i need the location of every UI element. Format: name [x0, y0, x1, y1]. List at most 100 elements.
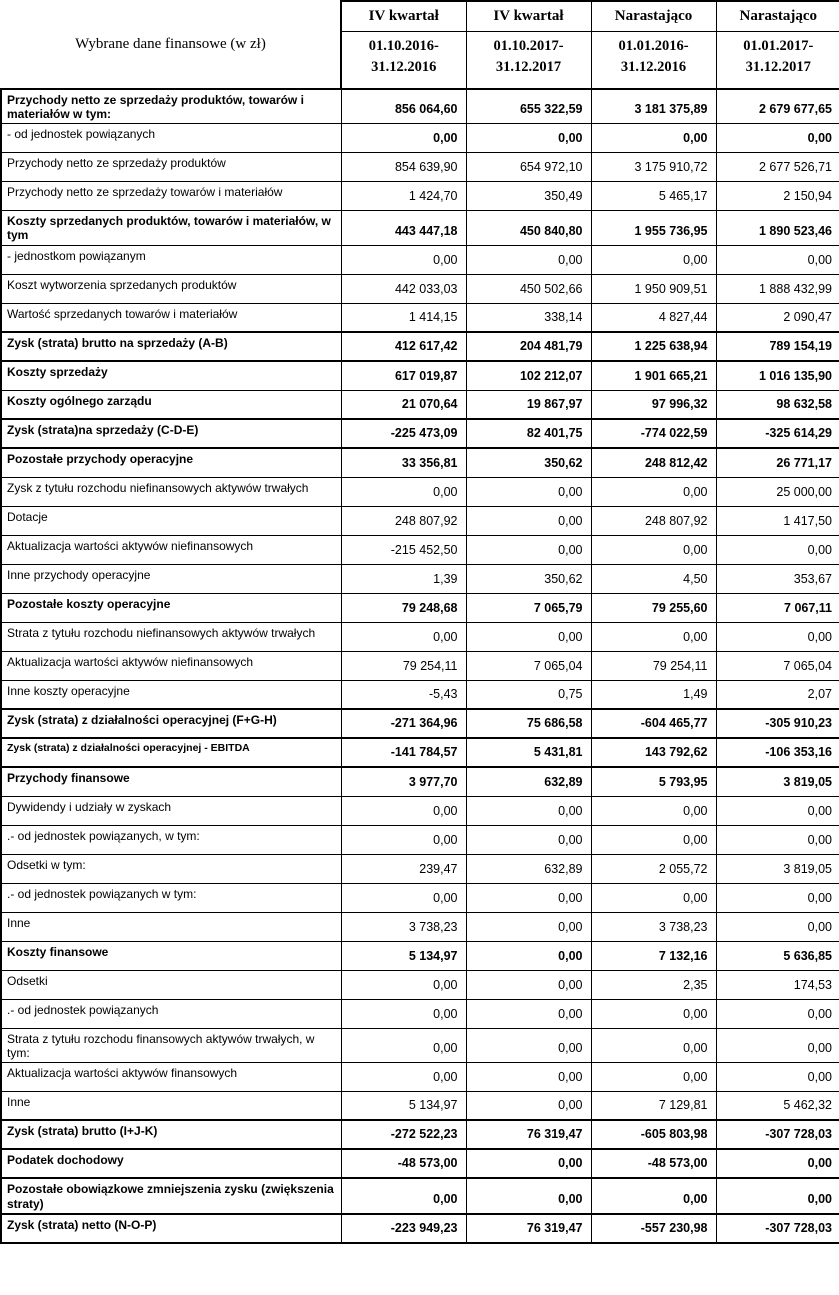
table-row: Aktualizacja wartości aktywów niefinanso…	[0, 650, 839, 681]
cell-value: 0,00	[340, 969, 467, 1000]
cell-value: 5 134,97	[340, 1090, 467, 1121]
cell-value: 4 827,44	[590, 302, 717, 333]
cell-value: 0,00	[340, 476, 467, 507]
table-row: Przychody netto ze sprzedaży towarów i m…	[0, 181, 839, 212]
row-label: Inne	[0, 911, 342, 942]
cell-value: 0,00	[340, 1027, 467, 1063]
cell-value: 0,00	[590, 1027, 717, 1063]
range-line-2: 31.12.2016	[371, 58, 437, 75]
table-row: .- od jednostek powiązanych w tym: 0,00 …	[0, 882, 839, 913]
table-row: Koszt wytworzenia sprzedanych produktów …	[0, 273, 839, 304]
cell-value: 5 134,97	[340, 940, 467, 971]
cell-value: 174,53	[715, 969, 839, 1000]
table-row: Odsetki 0,00 0,00 2,35 174,53	[0, 969, 839, 1000]
table-row: Zysk (strata) z działalności operacyjnej…	[0, 737, 839, 768]
cell-value: 2 090,47	[715, 302, 839, 333]
cell-value: 0,00	[465, 476, 592, 507]
cell-value: 617 019,87	[340, 360, 467, 391]
cell-value: -307 728,03	[715, 1212, 839, 1244]
table-row: .- od jednostek powiązanych 0,00 0,00 0,…	[0, 998, 839, 1029]
cell-value: 0,00	[715, 534, 839, 565]
cell-value: 19 867,97	[465, 389, 592, 420]
cell-value: -557 230,98	[590, 1212, 717, 1244]
cell-value: 79 254,11	[590, 650, 717, 681]
range-line-2: 31.12.2017	[745, 58, 811, 75]
cell-value: 0,00	[465, 1027, 592, 1063]
cell-value: 1 950 909,51	[590, 273, 717, 304]
cell-value: 0,00	[340, 244, 467, 275]
cell-value: 0,00	[715, 1061, 839, 1092]
table-row: Wartość sprzedanych towarów i materiałów…	[0, 302, 839, 333]
cell-value: 7 065,04	[465, 650, 592, 681]
cell-value: 0,00	[340, 824, 467, 855]
header-range-row: 01.10.2016- 31.12.2016 01.10.2017- 31.12…	[1, 30, 839, 90]
row-label: Koszt wytworzenia sprzedanych produktów	[0, 273, 342, 304]
cell-value: 0,00	[715, 621, 839, 652]
row-label: Wartość sprzedanych towarów i materiałów	[0, 302, 342, 333]
table-title: Wybrane dane finansowe (w zł)	[1, 1, 342, 90]
cell-value: 350,62	[465, 563, 592, 594]
row-label: Koszty finansowe	[0, 940, 342, 971]
cell-value: -225 473,09	[340, 418, 467, 449]
cell-value: 0,00	[590, 476, 717, 507]
table-row: Zysk (strata) brutto na sprzedaży (A-B) …	[0, 331, 839, 362]
cell-value: 655 322,59	[465, 88, 592, 125]
cell-value: 1 016 135,90	[715, 360, 839, 391]
cell-value: 248 807,92	[590, 505, 717, 536]
cell-value: 0,00	[465, 969, 592, 1000]
cell-value: 0,00	[590, 534, 717, 565]
cell-value: 854 639,90	[340, 152, 467, 183]
cell-value: 0,00	[715, 1027, 839, 1063]
cell-value: 0,00	[465, 882, 592, 913]
row-label: .- od jednostek powiązanych	[0, 998, 342, 1029]
cell-value: -48 573,00	[590, 1148, 717, 1179]
cell-value: 3 738,23	[340, 911, 467, 942]
cell-value: 1 890 523,46	[715, 210, 839, 246]
cell-value: 2 677 526,71	[715, 152, 839, 183]
table-row: .- od jednostek powiązanych, w tym: 0,00…	[0, 824, 839, 855]
cell-value: 248 812,42	[590, 447, 717, 478]
cell-value: 0,00	[465, 940, 592, 971]
cell-value: 0,00	[340, 882, 467, 913]
cell-value: 204 481,79	[465, 331, 592, 362]
financial-table: Wybrane dane finansowe (w zł) IV kwartał…	[0, 0, 839, 1244]
table-row: Przychody netto ze sprzedaży produktów, …	[0, 88, 839, 125]
row-label: Zysk (strata) z działalności operacyjnej…	[0, 708, 342, 739]
table-row: Koszty sprzedanych produktów, towarów i …	[0, 210, 839, 246]
row-label: Podatek dochodowy	[0, 1148, 342, 1179]
table-row: Aktualizacja wartości aktywów niefinanso…	[0, 534, 839, 565]
cell-value: 3 738,23	[590, 911, 717, 942]
cell-value: 0,00	[715, 123, 839, 154]
cell-value: 21 070,64	[340, 389, 467, 420]
cell-value: 5 793,95	[590, 766, 717, 797]
cell-value: 632,89	[465, 853, 592, 884]
cell-value: 1 901 665,21	[590, 360, 717, 391]
cell-value: 0,00	[465, 1148, 592, 1179]
row-label: Strata z tytułu rozchodu niefinansowych …	[0, 621, 342, 652]
cell-value: 0,00	[340, 795, 467, 826]
cell-value: 0,00	[465, 998, 592, 1029]
cell-value: 102 212,07	[465, 360, 592, 391]
cell-value: 2 679 677,65	[715, 88, 839, 125]
cell-value: 0,00	[340, 1061, 467, 1092]
cell-value: 25 000,00	[715, 476, 839, 507]
cell-value: 0,00	[715, 795, 839, 826]
cell-value: 3 977,70	[340, 766, 467, 797]
cell-value: 0,00	[715, 1148, 839, 1179]
row-label: Inne	[0, 1090, 342, 1121]
column-header-period-2: IV kwartał	[465, 0, 592, 32]
cell-value: -141 784,57	[340, 737, 467, 768]
cell-value: 0,00	[340, 621, 467, 652]
row-label: Zysk (strata) z działalności operacyjnej…	[0, 737, 342, 768]
cell-value: 98 632,58	[715, 389, 839, 420]
column-header-period-3: Narastająco	[590, 0, 717, 32]
range-line-2: 31.12.2016	[620, 58, 687, 75]
cell-value: 2,07	[715, 679, 839, 710]
row-label: .- od jednostek powiązanych w tym:	[0, 882, 342, 913]
cell-value: 0,00	[715, 1177, 839, 1215]
range-line-2: 31.12.2017	[495, 58, 562, 75]
cell-value: 0,00	[465, 123, 592, 154]
cell-value: 0,00	[465, 1090, 592, 1121]
row-label: Zysk z tytułu rozchodu niefinansowych ak…	[0, 476, 342, 507]
cell-value: 7 129,81	[590, 1090, 717, 1121]
